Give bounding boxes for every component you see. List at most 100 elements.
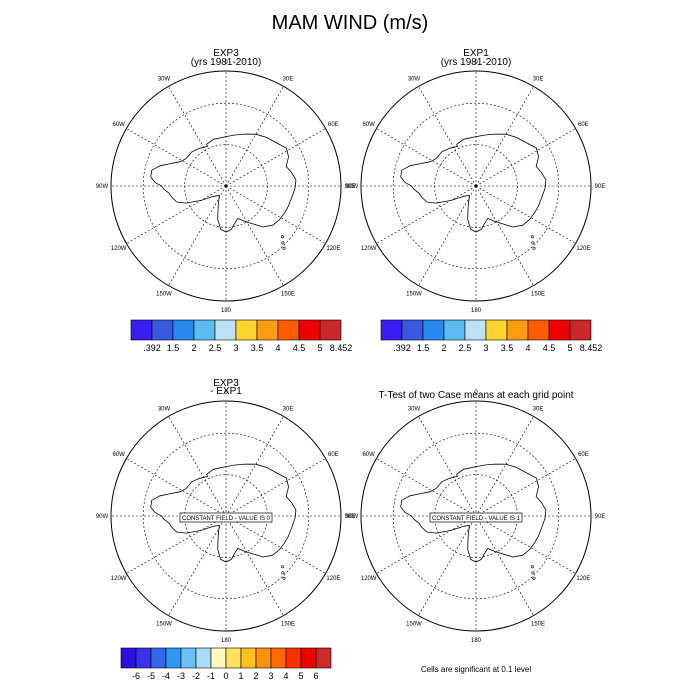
colorbar-label: 4: [275, 343, 280, 353]
colorbar-label: 1.5: [417, 343, 430, 353]
map-boundary: [360, 70, 592, 302]
meridian-gridline: [418, 515, 477, 616]
colorbar-swatch: [130, 319, 153, 341]
colorbar-label: 2.5: [459, 343, 472, 353]
meridian-gridline: [376, 185, 477, 244]
colorbar-swatch: [506, 319, 529, 341]
colorbar-swatch: [300, 647, 317, 669]
panel-subtitle: (yrs 1981-2010): [191, 57, 262, 68]
longitude-label: 180: [471, 308, 482, 314]
island-outline: [281, 571, 285, 575]
longitude-label: 60E: [328, 452, 339, 458]
colorbar-swatch: [569, 319, 592, 341]
longitude-label: 0: [474, 390, 478, 396]
colorbar-label: 8.452: [330, 343, 353, 353]
longitude-label: 180: [221, 638, 232, 644]
colorbar-label: 6: [313, 671, 318, 681]
longitude-label: 90E: [345, 184, 356, 190]
longitude-label: 150E: [531, 291, 545, 297]
longitude-label: 30E: [283, 77, 294, 83]
longitude-label: 60W: [362, 452, 375, 458]
island-outline: [531, 571, 535, 575]
page-title: MAM WIND (m/s): [271, 12, 429, 34]
constant-field-note: CONSTANT FIELD - VALUE IS 1: [432, 516, 521, 522]
colorbar-swatch: [319, 319, 342, 341]
colorbar-swatch: [210, 647, 227, 669]
colorbar: .392 1.5 2 2.5 3 3.5 4 4.5 5 8.452: [130, 319, 353, 353]
colorbar-swatch: [195, 647, 212, 669]
colorbar-swatch: [172, 319, 195, 341]
constant-field-note: CONSTANT FIELD - VALUE IS 0: [182, 516, 271, 522]
longitude-label: 60E: [328, 122, 339, 128]
meridian-gridline: [168, 416, 227, 517]
longitude-label: 150W: [156, 621, 172, 627]
colorbar-swatch: [165, 647, 182, 669]
longitude-label: 150W: [406, 621, 422, 627]
colorbar-label: 4: [283, 671, 288, 681]
island-outline: [280, 235, 284, 239]
meridian-gridline: [225, 458, 326, 517]
colorbar-label: 3: [483, 343, 488, 353]
meridian-gridline: [418, 416, 477, 517]
meridian-gridline: [418, 86, 477, 187]
colorbar-label: .392: [143, 343, 161, 353]
longitude-label: 90W: [346, 514, 359, 520]
significance-note: Cells are significant at 0.1 level: [421, 665, 532, 674]
panel-title: EXP3: [213, 378, 239, 389]
panel-title: EXP1: [463, 48, 489, 59]
meridian-gridline: [475, 458, 576, 517]
colorbar-swatch: [464, 319, 487, 341]
colorbar-swatch: [256, 319, 279, 341]
island-outline: [280, 565, 284, 569]
map-panel: 0 30E 60E 90E 120E 150E 180 150W 120W 90W 60W 30W EX…: [346, 48, 606, 314]
panel-title: T-Test of two Case means at each grid po…: [378, 390, 573, 401]
colorbar-swatch: [315, 647, 332, 669]
colorbar-label: 4.5: [543, 343, 556, 353]
meridian-gridline: [475, 515, 534, 616]
island-outline: [531, 241, 535, 245]
longitude-label: 180: [471, 638, 482, 644]
colorbar-label: 5: [317, 343, 322, 353]
longitude-label: 0: [224, 390, 228, 396]
longitude-label: 30E: [283, 407, 294, 413]
longitude-label: 150E: [281, 291, 295, 297]
longitude-label: 150E: [281, 621, 295, 627]
colorbar-label: -4: [162, 671, 170, 681]
longitude-label: 30W: [158, 407, 171, 413]
colorbar-swatch: [443, 319, 466, 341]
meridian-gridline: [376, 515, 477, 574]
map-panel: 0 30E 60E 90E 120E 150E 180 150W 120W 90W 60W 30W T-…: [346, 390, 606, 644]
colorbar-label: 3.5: [251, 343, 264, 353]
colorbar-label: 2: [253, 671, 258, 681]
island-outline: [282, 576, 286, 580]
colorbar-swatch: [270, 647, 287, 669]
colorbar: .392 1.5 2 2.5 3 3.5 4 4.5 5 8.452: [380, 319, 602, 353]
panel-subtitle: - EXP1: [210, 386, 242, 397]
longitude-label: 90E: [345, 514, 356, 520]
meridian-gridline: [475, 185, 534, 286]
colorbar-label: 3: [233, 343, 238, 353]
meridian-gridline: [225, 86, 284, 187]
colorbar-label: .392: [393, 343, 411, 353]
colorbar-label: 2: [191, 343, 196, 353]
longitude-label: 180: [221, 308, 232, 314]
latitude-gridline: [142, 432, 310, 600]
latitude-gridline: [392, 432, 560, 600]
meridian-gridline: [126, 185, 227, 244]
longitude-label: 30W: [408, 407, 421, 413]
longitude-label: 30W: [408, 77, 421, 83]
antarctica-coastline: [150, 463, 297, 563]
longitude-label: 120E: [326, 246, 340, 252]
colorbar-swatch: [151, 319, 174, 341]
longitude-label: 90E: [595, 184, 606, 190]
longitude-label: 60W: [362, 122, 375, 128]
longitude-label: 90W: [96, 514, 109, 520]
meridian-gridline: [168, 185, 227, 286]
island-outline: [532, 576, 536, 580]
meridian-gridline: [376, 458, 477, 517]
colorbar-label: 5: [298, 671, 303, 681]
meridian-gridline: [168, 86, 227, 187]
longitude-label: 120E: [576, 576, 590, 582]
colorbar-label: 5: [567, 343, 572, 353]
